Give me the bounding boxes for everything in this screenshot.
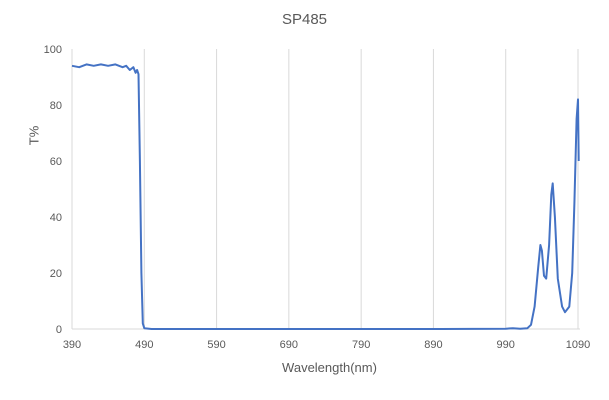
x-tick-label: 1090 — [566, 339, 590, 351]
x-tick-label: 990 — [497, 339, 515, 351]
chart-title: SP485 — [281, 11, 328, 28]
x-tick-label: 890 — [424, 339, 442, 351]
x-tick-label: 690 — [280, 339, 298, 351]
x-tick-label: 590 — [207, 339, 225, 351]
y-axis-ticks: 0 20 40 60 80 100 — [44, 44, 62, 336]
transmission-curve — [71, 63, 580, 330]
y-tick-label: 0 — [56, 324, 62, 336]
x-tick-label: 490 — [135, 339, 153, 351]
x-tick-label: 390 — [63, 339, 81, 351]
gridlines — [71, 49, 580, 330]
x-axis-ticks: 390 490 590 690 790 890 990 1090 — [63, 339, 590, 351]
x-axis-label: Wavelength(nm) — [282, 360, 377, 375]
y-tick-label: 20 — [50, 268, 62, 280]
y-tick-label: 80 — [50, 100, 62, 112]
y-tick-label: 40 — [50, 212, 62, 224]
y-tick-label: 100 — [44, 44, 62, 56]
x-tick-label: 790 — [352, 339, 370, 351]
y-tick-label: 60 — [50, 156, 62, 168]
